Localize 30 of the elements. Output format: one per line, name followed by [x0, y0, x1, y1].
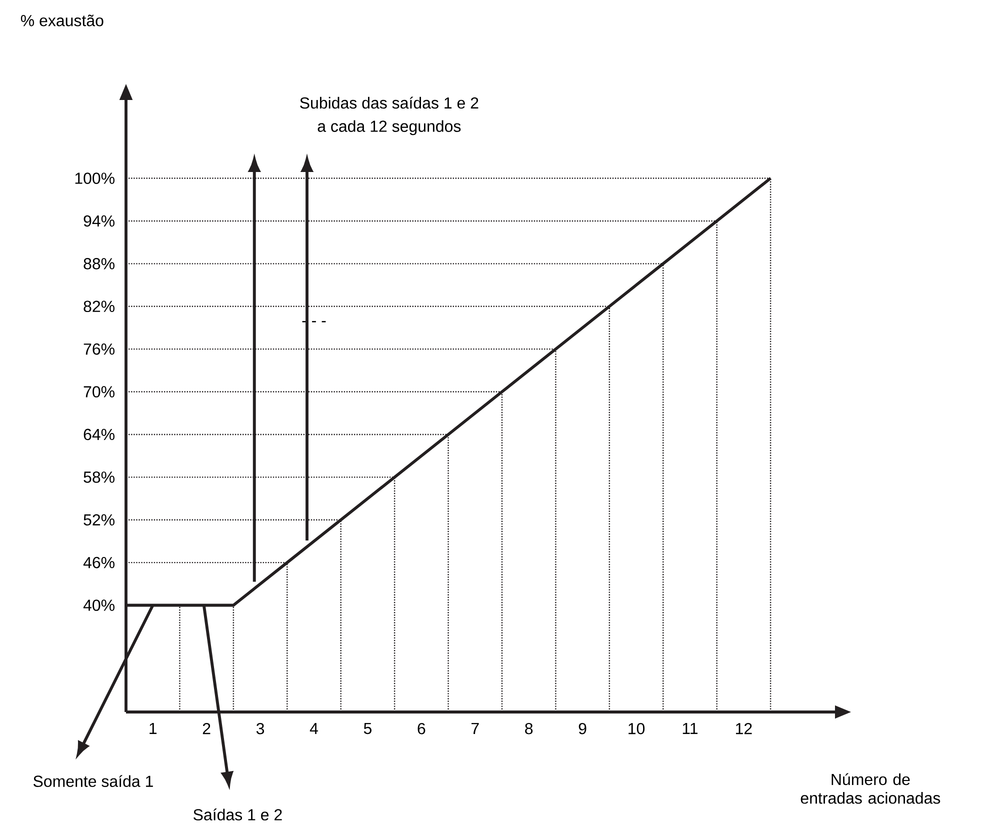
x-tick-label: 6 [418, 722, 426, 734]
annotation: a cada 12 segundos [318, 120, 461, 136]
y-tick-label: 40% [83, 600, 114, 611]
y-tick-label: 94% [84, 215, 114, 227]
y-tick-label: 100% [75, 172, 114, 184]
x-axis-title: Número de entradas acionadas [800, 773, 940, 804]
x-tick-label: 9 [578, 722, 586, 734]
y-tick-label: 46% [83, 556, 114, 568]
x-tick-label: 10 [628, 722, 645, 734]
x-tick-label: 2 [202, 722, 210, 734]
y-tick-label: 76% [84, 343, 114, 355]
text: Saídas 1 e 2 [194, 808, 282, 820]
y-tick-label: 52% [84, 514, 114, 526]
x-tick-label: 11 [682, 722, 698, 734]
annotation: - - - [302, 321, 326, 322]
y-axis-title: % exaustão [20, 14, 104, 26]
x-tick-label: 7 [472, 722, 479, 734]
text: Somente saída 1 [33, 775, 153, 787]
y-tick-label: 82% [84, 300, 114, 312]
y-tick-label: 58% [84, 472, 114, 483]
x-tick-label: 3 [256, 722, 264, 734]
x-tick-label: 12 [736, 722, 752, 734]
annotation: Subidas das saídas 1 e 2 [300, 96, 478, 109]
y-tick-label: 70% [84, 386, 114, 398]
y-tick-label: 88% [84, 258, 114, 270]
x-tick-label: 1 [150, 722, 157, 734]
x-tick-label: 4 [310, 722, 318, 734]
y-tick-label: 64% [84, 428, 114, 440]
x-tick-label: 5 [364, 722, 372, 734]
x-tick-label: 8 [525, 722, 533, 734]
